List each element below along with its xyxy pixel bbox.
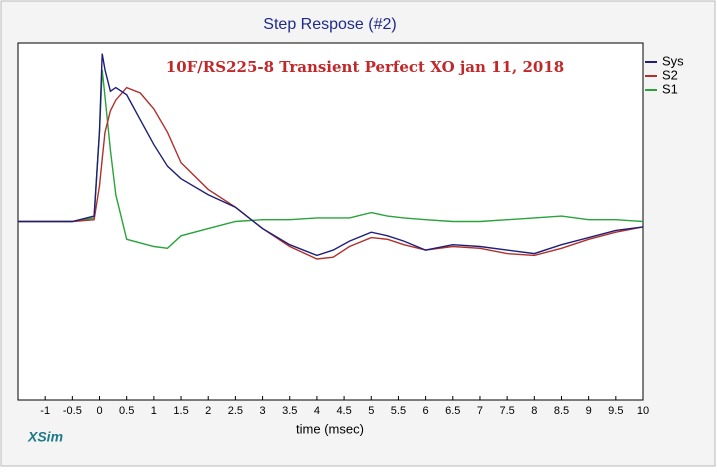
x-axis-label: time (msec): [296, 421, 364, 436]
x-tick-label: 5: [368, 405, 374, 417]
x-tick-label: 7.5: [499, 405, 514, 417]
x-tick-label: 6.5: [445, 405, 460, 417]
x-tick-label: 10: [637, 405, 649, 417]
x-tick-label: 9: [586, 405, 592, 417]
brand: XSim: [27, 429, 63, 445]
x-tick-label: 0: [96, 405, 102, 417]
legend-label: Sys: [662, 53, 684, 68]
x-tick-label: 8.5: [554, 405, 569, 417]
x-tick-label: 4.5: [336, 405, 351, 417]
x-tick-label: 4: [314, 405, 320, 417]
x-tick-label: 9.5: [608, 405, 623, 417]
x-tick-label: 3.5: [282, 405, 297, 417]
series-line: [18, 69, 644, 250]
x-tick-label: 7: [477, 405, 483, 417]
legend-label: S1: [662, 81, 678, 96]
x-tick-label: 2.5: [228, 405, 243, 417]
x-tick-label: -0.5: [63, 405, 82, 417]
legend-label: S2: [662, 67, 678, 82]
annotation: 10F/RS225-8 Transient Perfect XO jan 11,…: [166, 58, 564, 76]
series-line: [18, 86, 644, 260]
x-tick-label: 0.5: [119, 405, 134, 417]
series-line: [18, 53, 644, 257]
chart-title: Step Respose (#2): [263, 16, 396, 33]
x-tick-label: 3: [260, 405, 266, 417]
x-tick-label: 6: [423, 405, 429, 417]
x-tick-label: 5.5: [391, 405, 406, 417]
x-tick-label: 1: [151, 405, 157, 417]
x-tick-label: 1.5: [173, 405, 188, 417]
x-tick-label: 2: [205, 405, 211, 417]
x-tick-label: -1: [40, 405, 50, 417]
x-tick-label: 8: [531, 405, 537, 417]
plot-area: [17, 42, 644, 401]
